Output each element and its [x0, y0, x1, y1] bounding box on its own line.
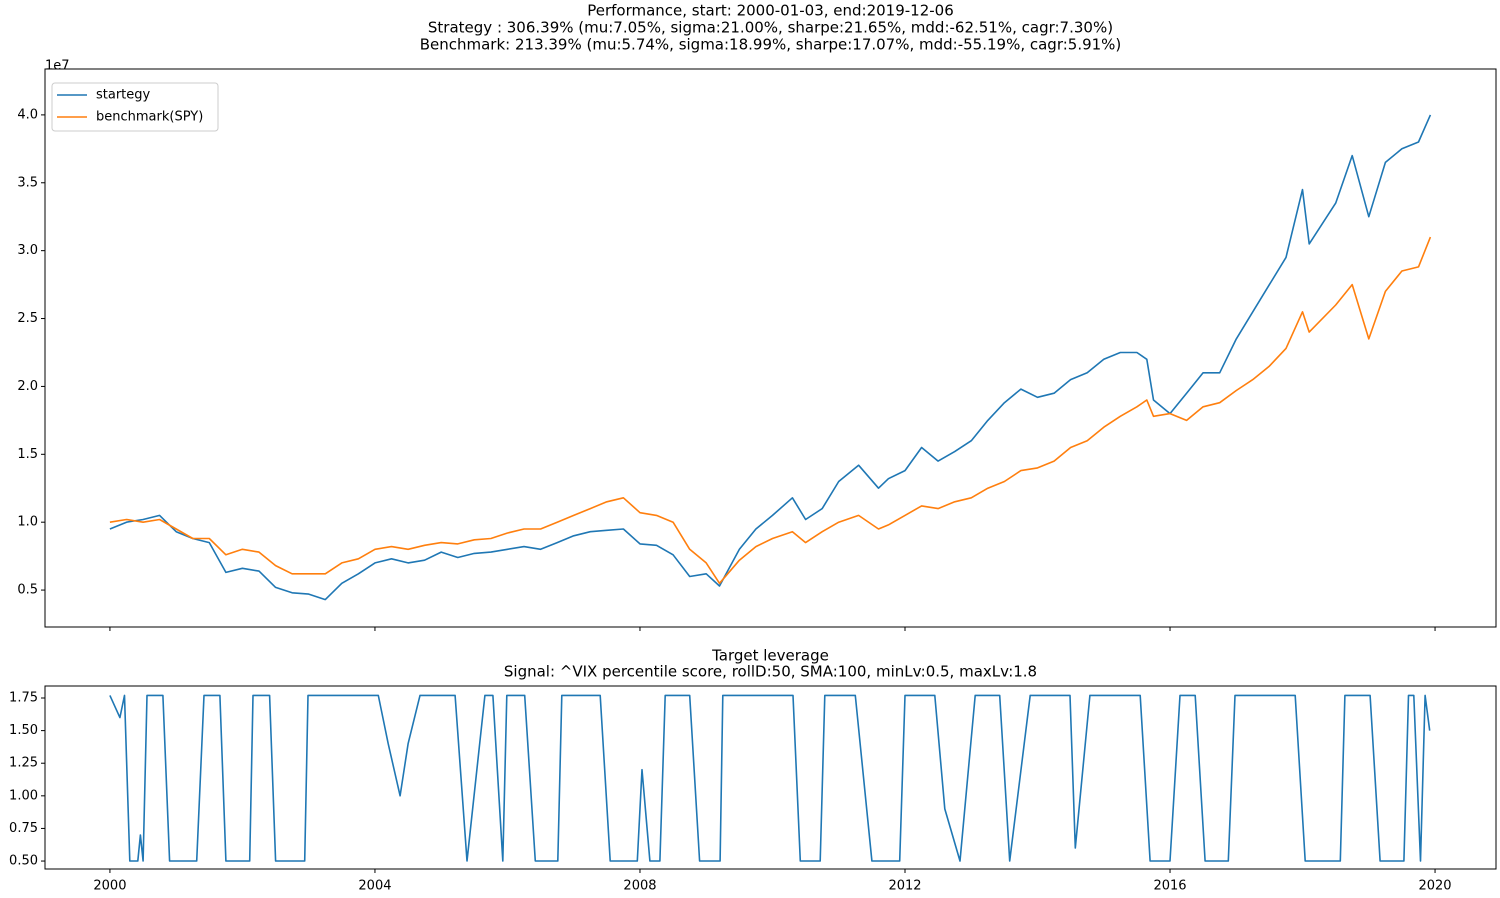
y-tick-label: 1.00: [9, 788, 38, 803]
chart-title: Performance, start: 2000-01-03, end:2019…: [587, 2, 954, 20]
x-tick-label: 2016: [1153, 879, 1186, 894]
y-tick-label: 1.50: [9, 723, 38, 738]
x-tick-label: 2004: [358, 879, 391, 894]
axes-frame: [44, 68, 1497, 628]
y-tick-label: 3.5: [17, 175, 38, 190]
axes-frame: [44, 685, 1497, 870]
y-tick-label: 1.5: [17, 447, 38, 462]
offset-text: 1e7: [45, 59, 70, 74]
y-tick-label: 1.0: [17, 515, 38, 530]
legend-label: startegy: [96, 88, 151, 103]
series-line: [109, 236, 1432, 585]
x-tick-label: 2020: [1418, 879, 1451, 894]
legend-box: [51, 82, 219, 132]
series-line: [109, 114, 1432, 601]
chart-title: Signal: ^VIX percentile score, rollD:50,…: [504, 663, 1037, 681]
y-tick-label: 0.5: [17, 583, 38, 598]
x-tick-label: 2000: [93, 879, 126, 894]
y-tick-label: 0.50: [9, 854, 38, 869]
y-tick-label: 3.0: [17, 243, 38, 258]
y-tick-label: 2.0: [17, 379, 38, 394]
y-tick-label: 2.5: [17, 311, 38, 326]
x-tick-label: 2008: [623, 879, 656, 894]
legend-label: benchmark(SPY): [96, 110, 203, 125]
y-tick-label: 0.75: [9, 821, 38, 836]
x-tick-label: 2012: [888, 879, 921, 894]
y-tick-label: 1.75: [9, 691, 38, 706]
y-tick-label: 4.0: [17, 107, 38, 122]
chart-title: Target leverage: [711, 647, 829, 665]
y-tick-label: 1.25: [9, 756, 38, 771]
series-line: [109, 694, 1431, 862]
chart-title: Strategy : 306.39% (mu:7.05%, sigma:21.0…: [428, 19, 1113, 37]
chart-title: Benchmark: 213.39% (mu:5.74%, sigma:18.9…: [420, 36, 1122, 54]
